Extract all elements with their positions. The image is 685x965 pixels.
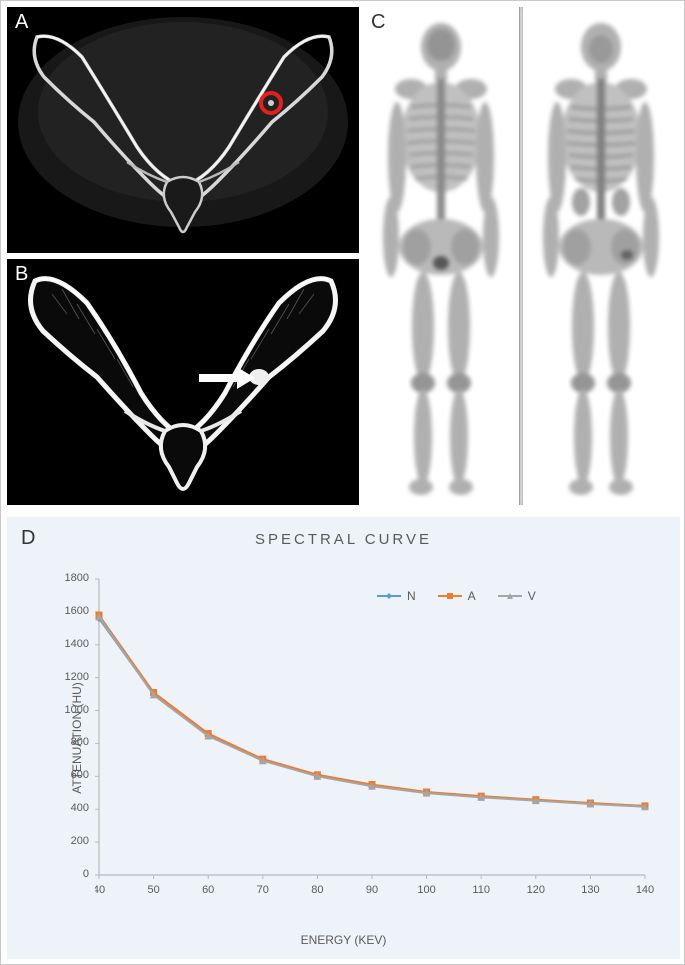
panel-c-posterior-body (523, 7, 680, 505)
y-tick-label: 600 (49, 769, 89, 781)
svg-text:80: 80 (311, 884, 323, 896)
y-tick-label: 0 (49, 868, 89, 880)
y-tick-label: 400 (49, 802, 89, 814)
chart-title: SPECTRAL CURVE (7, 531, 680, 548)
panel-b-ct-mip: B (7, 259, 359, 505)
legend-label: A (468, 589, 476, 603)
figure-container: A B (0, 0, 685, 965)
y-tick-label: 1600 (49, 605, 89, 617)
svg-text:110: 110 (472, 884, 490, 896)
legend-label: N (407, 589, 416, 603)
panel-a-label: A (15, 11, 28, 34)
svg-text:140: 140 (636, 884, 654, 896)
panel-c-anterior-body (363, 7, 519, 505)
panel-a-image (7, 7, 359, 253)
y-tick-label: 200 (49, 835, 89, 847)
svg-text:40: 40 (95, 884, 105, 896)
panel-a-red-circle-annotation (259, 91, 283, 115)
chart-xlabel: ENERGY (KEV) (7, 933, 680, 947)
panel-d-label: D (21, 527, 35, 550)
svg-text:50: 50 (147, 884, 159, 896)
panel-c-label: C (371, 11, 385, 34)
y-tick-label: 1800 (49, 572, 89, 584)
chart-plot-area: 0200400600800100012001400160018004050607… (95, 573, 655, 903)
y-tick-label: 800 (49, 736, 89, 748)
y-tick-label: 1400 (49, 638, 89, 650)
legend-item: A (438, 589, 476, 603)
chart-legend: NAV (377, 589, 536, 603)
panel-b-label: B (15, 263, 28, 286)
panel-b-image (7, 259, 359, 505)
svg-text:100: 100 (417, 884, 435, 896)
svg-text:90: 90 (366, 884, 378, 896)
legend-item: N (377, 589, 416, 603)
legend-label: V (528, 589, 536, 603)
y-tick-label: 1000 (49, 704, 89, 716)
svg-text:130: 130 (581, 884, 599, 896)
y-tick-label: 1200 (49, 671, 89, 683)
panel-a-ct-axial: A (7, 7, 359, 253)
legend-item: V (498, 589, 536, 603)
panel-c-bone-scan: C (363, 7, 680, 505)
svg-text:60: 60 (202, 884, 214, 896)
svg-text:70: 70 (257, 884, 269, 896)
svg-text:120: 120 (527, 884, 545, 896)
panel-d-chart: D SPECTRAL CURVE ATTENUATION (HU) ENERGY… (7, 517, 680, 959)
panel-b-arrow-annotation (199, 367, 255, 389)
